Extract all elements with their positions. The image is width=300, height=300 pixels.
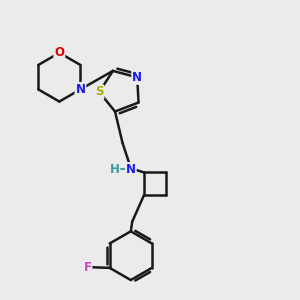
Text: S: S <box>95 85 103 98</box>
Text: F: F <box>83 261 92 274</box>
Text: O: O <box>54 46 64 59</box>
Text: N: N <box>132 71 142 84</box>
Text: N: N <box>76 83 85 96</box>
Text: N: N <box>126 163 136 176</box>
Text: H: H <box>110 163 119 176</box>
